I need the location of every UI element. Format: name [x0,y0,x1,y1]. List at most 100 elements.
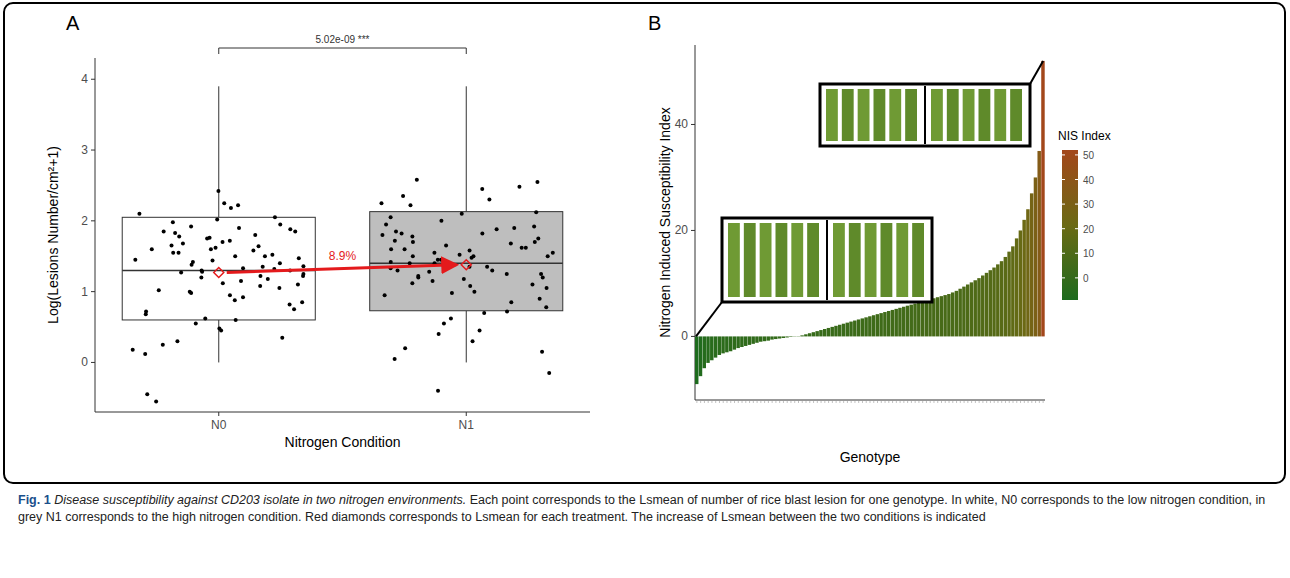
y-tick-label: 20 [675,223,689,237]
leaf-inset [820,84,1030,146]
bar [740,336,743,347]
bar [996,264,999,336]
y-tick [691,124,695,125]
bar [789,336,792,338]
bar [797,336,800,337]
x-tick [760,400,761,403]
x-tick [922,400,923,403]
point [471,339,475,343]
frame [4,3,1285,483]
point [191,260,195,264]
whisker-high [466,86,467,211]
bar [928,299,931,336]
point [468,249,472,253]
x-tick [900,400,901,403]
point [432,251,436,255]
x-tick [979,400,980,403]
bar [748,336,751,344]
x-tick [1005,400,1006,403]
point [541,275,545,279]
bar [883,312,886,336]
bar [778,336,781,338]
colorbar-tick-label: 0 [1083,273,1089,284]
point [173,231,177,235]
x-tick [888,400,889,403]
point [520,246,524,250]
bar [800,335,803,336]
bar [936,297,939,336]
bar [1041,61,1044,337]
point [547,371,551,375]
bar [785,336,788,337]
point [239,279,243,283]
point [536,237,540,241]
point [439,219,443,223]
point [401,194,405,198]
bar [977,278,980,336]
point [301,274,305,278]
bar [891,310,894,336]
point [470,256,474,260]
point [383,293,387,297]
bar [857,319,860,336]
caption-label: Fig. 1 [18,493,51,507]
point [221,240,225,244]
colorbar-tick-label: 30 [1083,199,1095,210]
x-tick [828,400,829,403]
bar [902,307,905,337]
x-tick [742,400,743,403]
bar [921,301,924,336]
bar [947,294,950,336]
point [480,187,484,191]
point [296,283,300,287]
point [427,270,431,274]
bar [729,336,732,351]
point [394,229,398,233]
bar [917,303,920,337]
x-tick [696,400,697,403]
panel-letter: B [648,12,661,34]
point [234,318,238,322]
bar [706,336,709,362]
bar [782,336,785,338]
bar [1026,209,1029,336]
x-tick [704,400,705,403]
point [131,348,135,352]
point [411,240,415,244]
point [133,258,137,262]
point [300,300,304,304]
point [161,343,165,347]
bar [981,275,984,336]
bar [838,325,841,337]
point [277,286,281,290]
change-label: 8.9% [329,249,357,263]
colorbar-tick [1062,154,1065,155]
colorbar-tick [1075,228,1078,229]
point [177,251,181,255]
point [171,220,175,224]
point [301,264,305,268]
y-tick-label: 4 [81,72,88,86]
bar [925,300,928,336]
x-tick-label: N0 [211,418,227,432]
x-tick [775,400,776,403]
x-axis-title: Nitrogen Condition [285,434,401,450]
x-tick [907,400,908,403]
colorbar-tick [1062,253,1065,254]
point [545,286,549,290]
x-tick [738,400,739,403]
colorbar-tick [1075,204,1078,205]
point [179,271,183,275]
point [472,290,476,294]
x-tick [708,400,709,403]
x-tick [945,400,946,403]
x-tick [862,400,863,403]
bar [1034,177,1037,336]
bar [861,318,864,336]
point [170,244,174,248]
median [370,263,563,265]
box [370,212,563,311]
x-tick [918,400,919,403]
colorbar-tick [1062,204,1065,205]
x-tick [960,400,961,403]
